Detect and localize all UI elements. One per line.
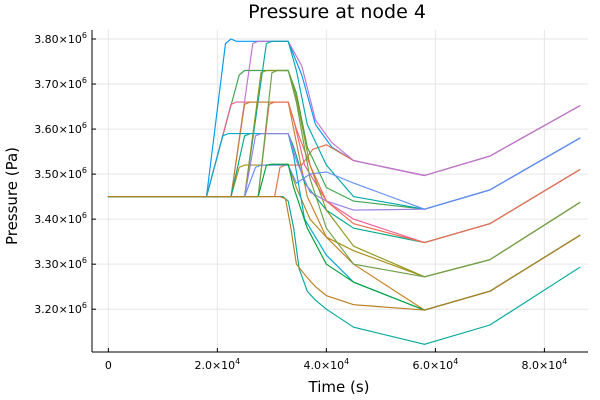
x-axis-label: Time (s) <box>308 378 370 396</box>
y-ticks: 3.20×106 3.30×106 3.40×106 3.50×106 3.60×106… <box>34 31 96 316</box>
series-line-18 <box>107 196 581 311</box>
x-ticks: 0 2.0×104 4.0×104 6.0×104 8.0×104 <box>105 348 567 372</box>
series-line-1 <box>107 38 581 198</box>
y-tick-label: 3.70×106 <box>34 76 87 91</box>
chart-title: Pressure at node 4 <box>248 1 426 23</box>
y-tick-label: 3.80×106 <box>34 31 87 46</box>
series-line-5 <box>107 164 581 278</box>
grid <box>92 30 588 352</box>
series-line-4 <box>107 40 581 198</box>
y-tick-label: 3.30×106 <box>34 256 87 271</box>
y-axis-label: Pressure (Pa) <box>3 147 21 245</box>
x-tick-label: 8.0×104 <box>521 357 567 372</box>
axes <box>91 30 588 353</box>
x-tick-label: 4.0×104 <box>303 357 349 372</box>
series-line-17 <box>107 196 581 345</box>
x-tick-label: 2.0×104 <box>194 357 240 372</box>
series-line-9 <box>107 133 581 244</box>
series-line-15 <box>107 69 581 278</box>
series-line-6 <box>107 40 581 210</box>
x-tick-label: 0 <box>105 359 112 372</box>
series-line-3 <box>107 69 581 210</box>
series-group <box>107 38 581 345</box>
x-tick-label: 6.0×104 <box>412 357 458 372</box>
series-line-13 <box>107 137 581 210</box>
y-tick-label: 3.40×106 <box>34 211 87 226</box>
y-tick-label: 3.20×106 <box>34 301 87 316</box>
series-line-2 <box>107 105 581 198</box>
y-tick-label: 3.60×106 <box>34 121 87 136</box>
y-tick-label: 3.50×106 <box>34 166 87 181</box>
